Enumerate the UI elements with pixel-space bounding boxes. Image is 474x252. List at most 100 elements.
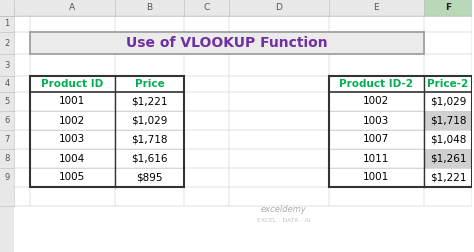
Text: 1002: 1002 — [363, 97, 389, 107]
Text: 1005: 1005 — [59, 173, 85, 182]
Bar — [229, 187, 329, 206]
Text: Use of VLOOKUP Function: Use of VLOOKUP Function — [126, 36, 328, 50]
Bar — [424, 149, 473, 168]
Text: $1,221: $1,221 — [430, 173, 466, 182]
Bar — [424, 130, 473, 149]
Bar — [30, 32, 424, 54]
Bar — [329, 111, 424, 130]
Text: F: F — [445, 4, 451, 13]
Bar — [30, 130, 115, 149]
Bar — [329, 92, 424, 111]
Bar — [115, 187, 184, 206]
Text: 1003: 1003 — [363, 115, 389, 125]
Bar — [30, 76, 184, 187]
Bar — [115, 111, 184, 130]
Bar — [424, 168, 473, 187]
Text: 1001: 1001 — [363, 173, 389, 182]
Bar — [329, 130, 424, 149]
Bar — [115, 149, 184, 168]
Bar — [184, 16, 229, 32]
Bar — [229, 76, 329, 92]
Bar — [0, 0, 473, 16]
Bar — [30, 54, 115, 76]
Text: 5: 5 — [4, 97, 9, 106]
Bar — [424, 0, 473, 16]
Bar — [424, 76, 473, 92]
Text: 4: 4 — [4, 79, 9, 88]
Bar — [115, 32, 184, 54]
Bar — [229, 54, 329, 76]
Text: B: B — [146, 4, 153, 13]
Bar — [229, 16, 329, 32]
Bar — [0, 92, 14, 111]
Text: EXCEL · DATA · AI: EXCEL · DATA · AI — [257, 217, 311, 223]
Text: 1003: 1003 — [59, 135, 85, 144]
Bar — [229, 32, 329, 54]
Bar — [184, 149, 229, 168]
Text: 1001: 1001 — [59, 97, 85, 107]
Text: $1,029: $1,029 — [131, 115, 168, 125]
Bar — [0, 168, 14, 187]
Bar — [115, 76, 184, 92]
Bar — [30, 168, 115, 187]
Bar — [329, 76, 473, 187]
Bar — [0, 111, 14, 130]
Text: 7: 7 — [4, 135, 9, 144]
Text: 1004: 1004 — [59, 153, 85, 164]
Bar — [0, 32, 14, 54]
Bar — [424, 32, 473, 54]
Bar — [115, 168, 184, 187]
Text: A: A — [69, 4, 75, 13]
Bar — [30, 111, 115, 130]
Text: $1,261: $1,261 — [430, 153, 466, 164]
Bar — [0, 130, 14, 149]
Bar — [424, 92, 473, 111]
Bar — [115, 16, 184, 32]
Bar — [329, 54, 424, 76]
Bar — [0, 0, 14, 252]
Text: exceldemy: exceldemy — [261, 205, 307, 214]
Bar — [424, 111, 473, 130]
Bar — [30, 187, 115, 206]
Text: $1,718: $1,718 — [131, 135, 168, 144]
Text: $1,048: $1,048 — [430, 135, 466, 144]
Bar — [424, 92, 473, 111]
Bar — [0, 149, 14, 168]
Bar — [184, 92, 229, 111]
Bar — [424, 16, 473, 32]
Text: 3: 3 — [4, 60, 9, 70]
Text: 1011: 1011 — [363, 153, 389, 164]
Bar — [329, 149, 424, 168]
Text: D: D — [275, 4, 283, 13]
Bar — [329, 32, 424, 54]
Bar — [0, 76, 14, 92]
Text: $1,221: $1,221 — [131, 97, 168, 107]
Text: $1,616: $1,616 — [131, 153, 168, 164]
Bar — [30, 92, 115, 111]
Bar — [115, 130, 184, 149]
Bar — [184, 54, 229, 76]
Bar — [329, 187, 424, 206]
Text: Product ID: Product ID — [41, 79, 103, 89]
Text: $1,029: $1,029 — [430, 97, 466, 107]
Bar — [424, 111, 473, 130]
Text: Product ID-2: Product ID-2 — [339, 79, 413, 89]
Bar — [184, 76, 229, 92]
Bar — [115, 92, 184, 111]
Text: Price-2: Price-2 — [428, 79, 469, 89]
Text: 8: 8 — [4, 154, 9, 163]
Text: 1002: 1002 — [59, 115, 85, 125]
Text: Price: Price — [135, 79, 164, 89]
Text: C: C — [204, 4, 210, 13]
Bar — [184, 187, 229, 206]
Bar — [229, 149, 329, 168]
Bar — [329, 76, 424, 92]
Bar — [184, 168, 229, 187]
Bar — [229, 92, 329, 111]
Text: E: E — [374, 4, 379, 13]
Bar — [184, 130, 229, 149]
Bar — [329, 168, 424, 187]
Bar — [229, 168, 329, 187]
Text: 1007: 1007 — [363, 135, 389, 144]
Text: 9: 9 — [4, 173, 9, 182]
